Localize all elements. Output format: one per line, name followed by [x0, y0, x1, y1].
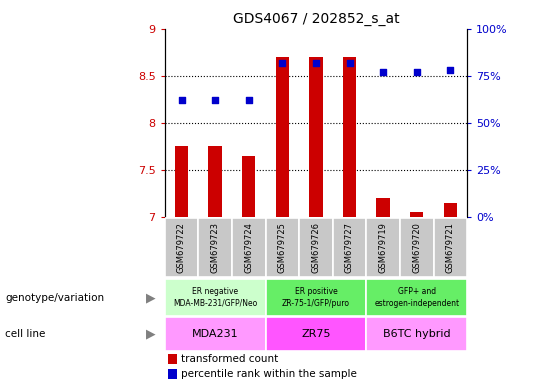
Bar: [343, 57, 356, 217]
FancyBboxPatch shape: [165, 318, 266, 351]
FancyBboxPatch shape: [299, 218, 333, 277]
FancyBboxPatch shape: [266, 279, 366, 316]
Bar: [275, 57, 289, 217]
Text: GSM679725: GSM679725: [278, 222, 287, 273]
Bar: [309, 57, 322, 217]
Point: [211, 97, 219, 103]
Point: [379, 69, 387, 75]
Text: GFP+ and
estrogen-independent: GFP+ and estrogen-independent: [374, 287, 459, 308]
Point: [413, 69, 421, 75]
Point: [312, 60, 320, 66]
Text: ER negative
MDA-MB-231/GFP/Neo: ER negative MDA-MB-231/GFP/Neo: [173, 287, 257, 308]
Text: GSM679727: GSM679727: [345, 222, 354, 273]
Text: ▶: ▶: [146, 291, 156, 304]
FancyBboxPatch shape: [366, 279, 467, 316]
FancyBboxPatch shape: [165, 218, 198, 277]
FancyBboxPatch shape: [232, 218, 266, 277]
Point: [446, 67, 455, 73]
Bar: [168, 354, 177, 364]
FancyBboxPatch shape: [266, 218, 299, 277]
Bar: [376, 198, 390, 217]
Point: [177, 97, 186, 103]
Bar: [175, 146, 188, 217]
Text: cell line: cell line: [5, 329, 46, 339]
Text: GSM679721: GSM679721: [446, 222, 455, 273]
FancyBboxPatch shape: [434, 218, 467, 277]
Bar: [443, 203, 457, 217]
Text: ▶: ▶: [146, 328, 156, 341]
FancyBboxPatch shape: [266, 318, 366, 351]
FancyBboxPatch shape: [366, 318, 467, 351]
Text: B6TC hybrid: B6TC hybrid: [383, 329, 450, 339]
Text: transformed count: transformed count: [181, 354, 279, 364]
FancyBboxPatch shape: [366, 218, 400, 277]
Point: [245, 97, 253, 103]
Text: GSM679723: GSM679723: [211, 222, 220, 273]
Text: GSM679726: GSM679726: [312, 222, 320, 273]
Text: percentile rank within the sample: percentile rank within the sample: [181, 369, 357, 379]
FancyBboxPatch shape: [400, 218, 434, 277]
FancyBboxPatch shape: [333, 218, 366, 277]
Text: GSM679719: GSM679719: [379, 222, 388, 273]
Point: [278, 60, 287, 66]
Text: MDA231: MDA231: [192, 329, 239, 339]
Title: GDS4067 / 202852_s_at: GDS4067 / 202852_s_at: [233, 12, 399, 26]
Text: GSM679720: GSM679720: [412, 222, 421, 273]
FancyBboxPatch shape: [165, 279, 266, 316]
Text: GSM679724: GSM679724: [244, 222, 253, 273]
Bar: [242, 156, 255, 217]
Text: GSM679722: GSM679722: [177, 222, 186, 273]
Text: ZR75: ZR75: [301, 329, 330, 339]
Bar: [208, 146, 222, 217]
Bar: [410, 212, 423, 217]
Bar: [168, 369, 177, 379]
Text: genotype/variation: genotype/variation: [5, 293, 105, 303]
Point: [345, 60, 354, 66]
FancyBboxPatch shape: [198, 218, 232, 277]
Text: ER positive
ZR-75-1/GFP/puro: ER positive ZR-75-1/GFP/puro: [282, 287, 350, 308]
